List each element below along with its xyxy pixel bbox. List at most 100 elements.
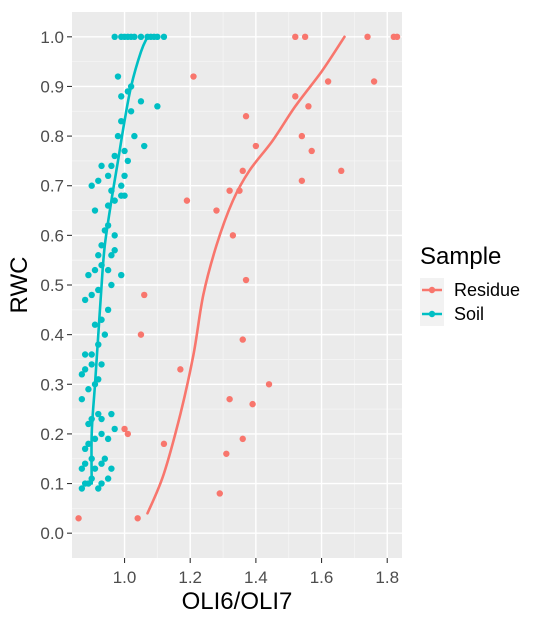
soil-point	[95, 485, 102, 492]
soil-point	[137, 33, 145, 41]
residue-point	[124, 430, 132, 438]
y-tick-label: 0.4	[40, 326, 64, 345]
legend-title: Sample	[420, 243, 501, 270]
residue-point	[226, 187, 233, 194]
residue-point	[249, 400, 256, 408]
soil-point	[98, 316, 105, 323]
soil-point	[131, 33, 138, 41]
residue-point	[298, 132, 306, 140]
residue-point	[160, 440, 168, 448]
y-axis-title: RWC	[6, 257, 33, 314]
soil-point	[114, 132, 122, 140]
soil-point	[108, 187, 115, 194]
soil-point	[114, 73, 122, 80]
soil-point	[95, 286, 102, 294]
soil-point	[95, 410, 102, 418]
soil-point	[78, 371, 86, 378]
x-tick-label: 1.0	[113, 568, 137, 587]
residue-point	[137, 331, 145, 338]
soil-point	[124, 157, 132, 165]
y-tick-label: 0.5	[40, 276, 64, 295]
soil-point	[108, 252, 115, 259]
residue-point	[223, 450, 230, 457]
soil-point	[81, 351, 89, 358]
residue-point	[75, 515, 82, 522]
soil-point	[111, 197, 118, 204]
y-tick-label: 0.9	[40, 77, 64, 96]
soil-point	[118, 118, 125, 125]
soil-point	[81, 445, 89, 452]
soil-point	[98, 480, 105, 487]
soil-point	[111, 247, 118, 254]
y-tick-label: 0.3	[40, 375, 64, 394]
soil-point	[81, 366, 89, 373]
soil-point	[108, 465, 115, 472]
residue-point	[265, 381, 273, 388]
residue-point	[229, 232, 237, 239]
soil-point	[88, 351, 95, 358]
soil-point	[85, 386, 92, 393]
residue-point	[252, 142, 260, 150]
soil-point	[78, 395, 86, 403]
x-axis-title: OLI6/OLI7	[182, 588, 293, 615]
residue-trend-line	[146, 35, 346, 515]
soil-point	[124, 88, 132, 95]
data-points	[75, 33, 401, 522]
soil-point	[91, 435, 99, 443]
soil-point	[127, 83, 135, 90]
soil-point	[108, 281, 115, 289]
y-tick-label: 0.0	[40, 524, 64, 543]
soil-point	[104, 475, 112, 482]
residue-point	[301, 33, 309, 41]
soil-point	[91, 381, 99, 388]
soil-point	[88, 455, 95, 462]
residue-point	[236, 187, 243, 194]
soil-point	[104, 306, 112, 314]
soil-point	[98, 460, 105, 467]
soil-point	[78, 485, 86, 492]
x-tick-label: 1.4	[244, 568, 268, 587]
residue-point	[292, 33, 299, 41]
soil-point	[108, 410, 115, 418]
residue-point	[393, 33, 401, 41]
soil-point	[98, 415, 105, 423]
residue-point	[183, 197, 191, 204]
soil-point	[98, 261, 105, 269]
soil-point	[131, 132, 138, 140]
residue-point	[239, 336, 246, 343]
soil-point	[95, 341, 102, 348]
soil-point	[81, 296, 89, 304]
soil-point	[111, 232, 118, 239]
soil-point	[111, 33, 118, 41]
soil-point	[88, 291, 95, 299]
soil-point	[95, 177, 102, 184]
residue-point	[177, 366, 184, 373]
soil-point	[81, 460, 89, 467]
legend-label-residue: Residue	[454, 280, 520, 300]
y-axis: 0.0 0.1 0.2 0.3 0.4 0.5 0.6 0.7 0.8 0.9 1.0	[40, 28, 72, 543]
soil-point	[98, 162, 105, 170]
soil-point	[85, 440, 92, 448]
soil-point	[101, 331, 109, 338]
soil-point	[160, 33, 168, 41]
soil-point	[91, 266, 99, 274]
soil-point	[121, 172, 128, 179]
soil-point	[98, 430, 105, 438]
legend-dot-soil	[428, 310, 436, 318]
residue-point	[216, 490, 223, 497]
y-tick-label: 0.8	[40, 127, 64, 146]
soil-point	[88, 182, 95, 189]
soil-point	[137, 98, 145, 105]
residue-point	[190, 73, 197, 80]
residue-point	[242, 276, 250, 284]
x-axis: 1.0 1.2 1.4 1.6 1.8	[113, 558, 399, 587]
y-tick-label: 0.1	[40, 475, 64, 494]
soil-point	[88, 475, 95, 482]
legend-entries: Residue Soil	[420, 278, 520, 326]
soil-point	[127, 108, 135, 115]
residue-point	[305, 103, 312, 110]
x-tick-label: 1.6	[310, 568, 334, 587]
soil-point	[118, 182, 125, 189]
soil-point	[118, 271, 125, 279]
